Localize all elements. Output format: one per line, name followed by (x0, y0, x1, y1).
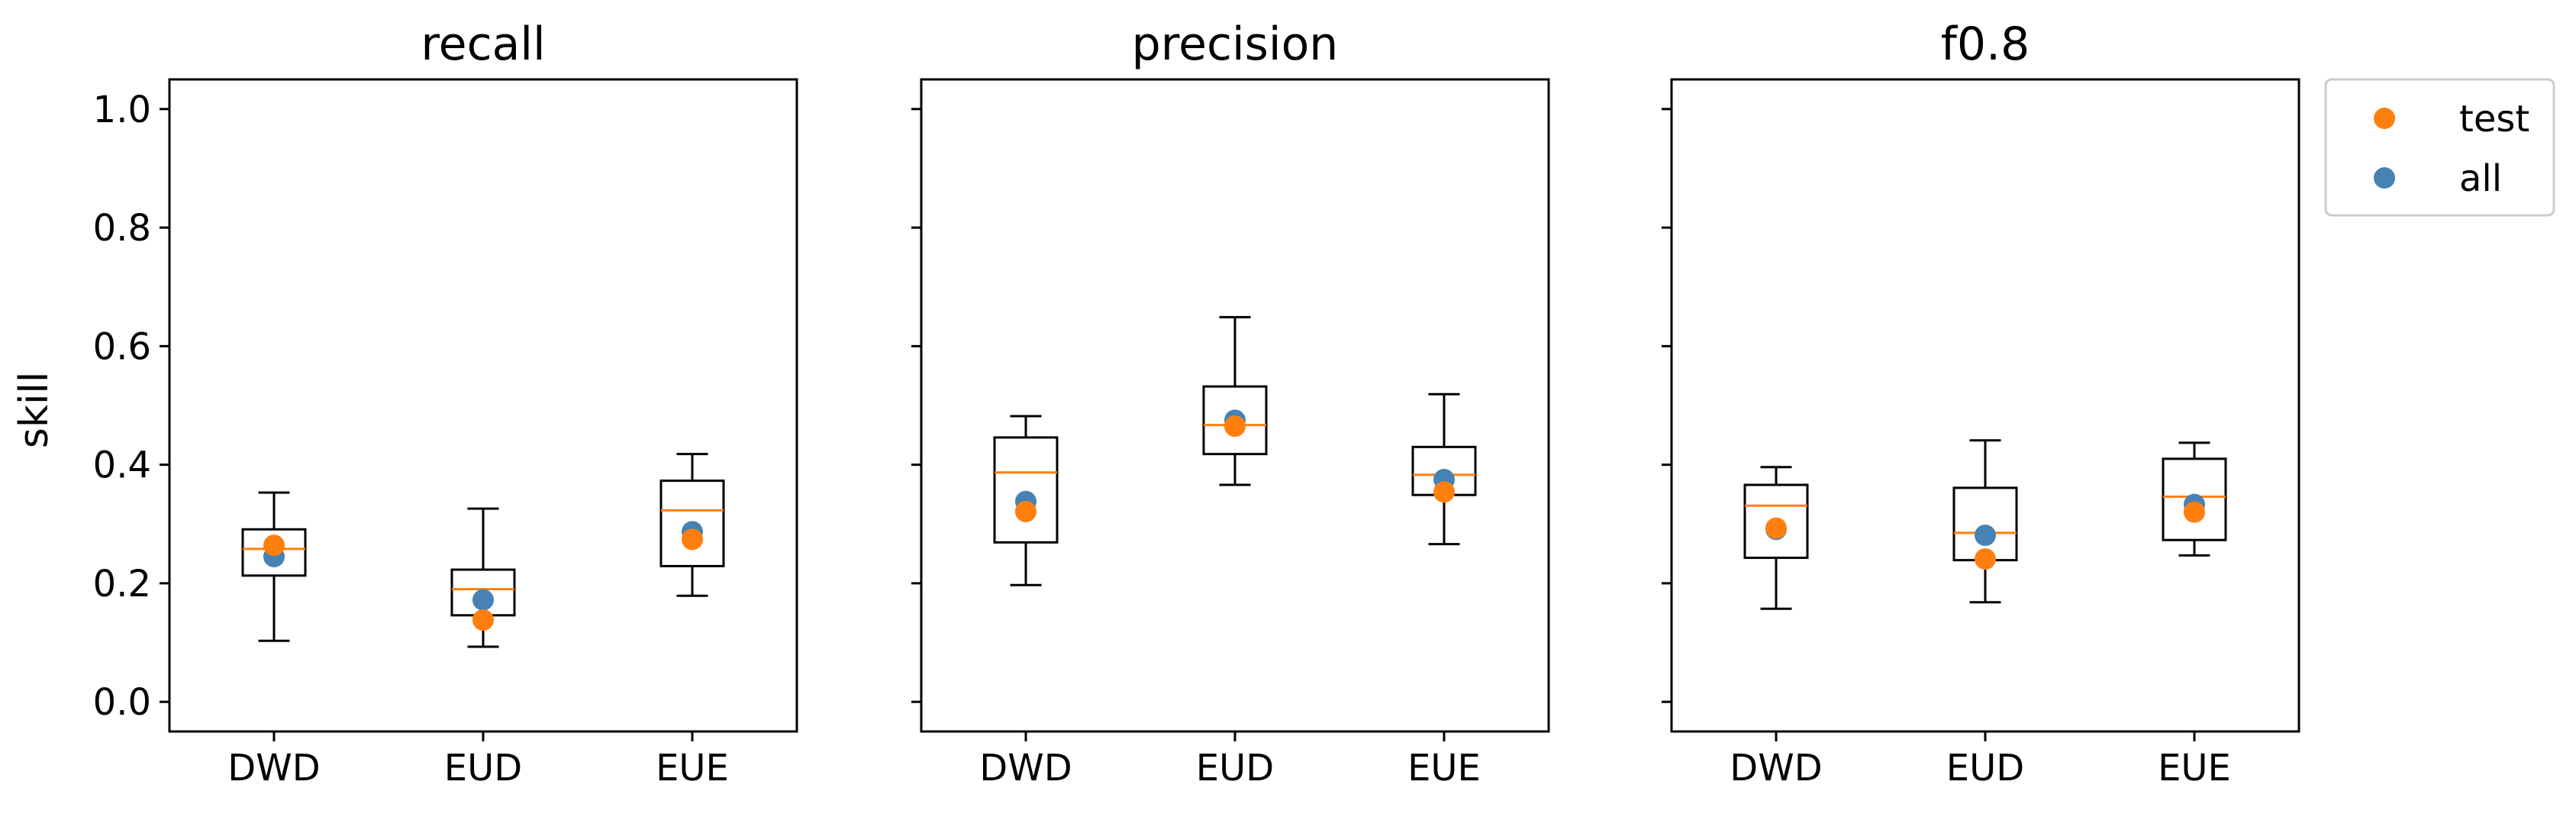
legend-marker-test (2374, 108, 2395, 129)
box-eue (659, 453, 725, 597)
box-eud (450, 507, 516, 648)
iqr-box (1743, 483, 1809, 560)
x-tick-label: DWD (227, 747, 320, 790)
x-tick-label: EUE (656, 747, 729, 790)
y-tick-label: 1.0 (93, 89, 151, 131)
panel-title: recall (421, 18, 545, 71)
x-tick-label: EUE (2158, 747, 2231, 790)
iqr-box (2162, 457, 2227, 541)
y-tick-label: 0.2 (93, 563, 151, 605)
axes-frame (920, 78, 1550, 733)
box-eue (1411, 392, 1477, 546)
panel-3: f0.8 DWD EUD EUE (1662, 18, 2300, 790)
point-test (1224, 415, 1246, 438)
y-tick-label: 0.8 (93, 207, 151, 250)
x-tick-label: EUD (1196, 747, 1274, 790)
panel-1: recall 0.0 0.2 0.4 0.6 0.8 1.0 DWD EUD EUE (93, 18, 798, 790)
panel-title: f0.8 (1941, 18, 2030, 71)
iqr-box (993, 436, 1059, 544)
point-test (472, 609, 494, 631)
box-eue (2162, 441, 2227, 557)
box-dwd (241, 491, 307, 642)
axes-frame (1670, 78, 2300, 733)
legend: test all (2324, 78, 2555, 217)
legend-label-test: test (2459, 98, 2529, 140)
point-test (263, 534, 285, 557)
box-eud (1202, 315, 1268, 486)
iqr-box (241, 528, 307, 577)
x-tick-label: EUE (1407, 747, 1481, 790)
iqr-box (1202, 385, 1268, 456)
box-eud (1952, 439, 2018, 604)
point-test (1975, 548, 1996, 570)
x-tick-label: EUD (444, 747, 522, 790)
box-dwd (1743, 466, 1809, 610)
panel-title: precision (1132, 18, 1339, 71)
axes-frame (168, 78, 798, 733)
y-tick-label: 0.4 (93, 444, 151, 487)
box-dwd (993, 415, 1059, 586)
point-test (682, 528, 703, 551)
legend-marker-all (2374, 167, 2395, 189)
point-test (2184, 501, 2205, 523)
point-all (1975, 525, 1996, 547)
iqr-box (659, 480, 725, 567)
y-axis-label: skill (11, 372, 57, 449)
panel-2: precision DWD EUD EUE (911, 18, 1550, 790)
point-test (1433, 481, 1455, 503)
point-all (472, 589, 494, 611)
point-test (1015, 500, 1037, 522)
x-tick-label: DWD (979, 747, 1072, 790)
point-test (1765, 517, 1787, 539)
x-tick-label: EUD (1946, 747, 2024, 790)
x-tick-label: DWD (1730, 747, 1822, 790)
y-tick-label: 0.6 (93, 325, 151, 368)
legend-label-all: all (2459, 157, 2502, 200)
y-tick-label: 0.0 (93, 681, 151, 724)
